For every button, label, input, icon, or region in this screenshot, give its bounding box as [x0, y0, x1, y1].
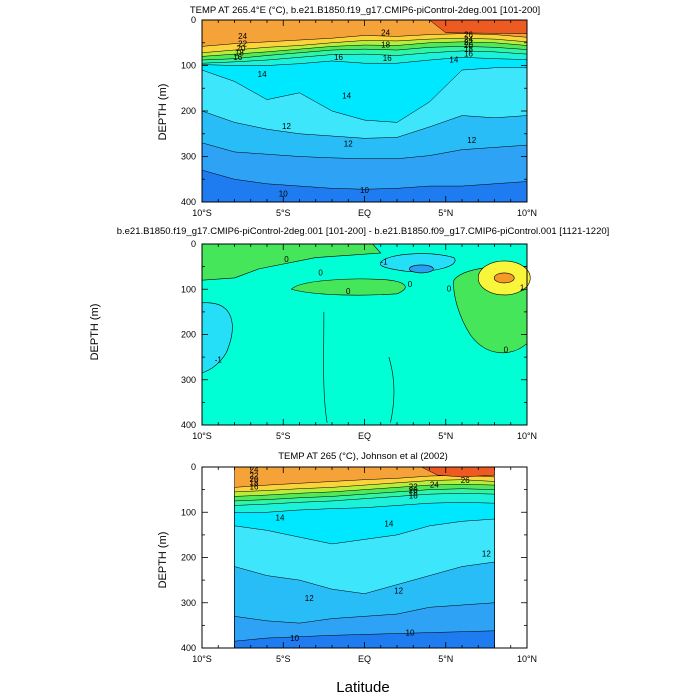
- contour-label: 20: [409, 486, 418, 495]
- contour-label: 20: [237, 44, 246, 53]
- panel2-plot: 0 0 0 0 0 0 -1 1 -1 10°S 5°S EQ 5°N 10°N 0 100 200 300 400: [181, 239, 537, 441]
- y-tick-label: 200: [181, 330, 196, 340]
- x-tick-label: EQ: [358, 431, 371, 441]
- x-tick-label: 10°S: [192, 208, 212, 218]
- contour-label: 16: [409, 492, 418, 501]
- x-tick-label: 10°N: [517, 208, 537, 218]
- contour-label: 14: [276, 513, 285, 522]
- contour-label: 10: [360, 186, 369, 195]
- x-tick-label: 5°S: [276, 431, 291, 441]
- contour-label: 16: [250, 483, 259, 492]
- contour-label: 14: [449, 55, 458, 64]
- contour-label: 18: [464, 45, 473, 54]
- x-tick-label: EQ: [358, 654, 371, 664]
- contour-label: 1: [520, 284, 525, 293]
- contour-label: 18: [381, 40, 390, 49]
- contour-label: 20: [250, 475, 259, 484]
- contour-label: 0: [346, 287, 351, 296]
- y-tick-label: 300: [181, 152, 196, 162]
- contour-label: -1: [215, 356, 223, 365]
- y-tick-label: 400: [181, 197, 196, 207]
- contour-label: 24: [238, 32, 247, 41]
- y-tick-label: 100: [181, 507, 196, 517]
- x-tick-label: 5°S: [276, 208, 291, 218]
- contour-label: 18: [250, 479, 259, 488]
- contour-label: 18: [409, 489, 418, 498]
- contour-label: 24: [464, 35, 473, 44]
- x-tick-label: EQ: [358, 208, 371, 218]
- contour-label: 12: [305, 594, 314, 603]
- contour-label: 10: [279, 190, 288, 199]
- y-tick-label: 400: [181, 643, 196, 653]
- x-tick-label: 10°S: [192, 431, 212, 441]
- panel2-title: b.e21.B1850.f19_g17.CMIP6-piControl-2deg…: [117, 226, 610, 237]
- contour-label: 16: [464, 49, 473, 58]
- contour-label: 10: [406, 628, 415, 637]
- panel1-ylabel: DEPTH (m): [157, 84, 169, 141]
- contour-label: -1: [380, 257, 388, 266]
- contour-label: 12: [394, 587, 403, 596]
- panel2-ylabel: DEPTH (m): [89, 304, 101, 361]
- panel1-title: TEMP AT 265.4°E (°C), b.e21.B1850.f19_g1…: [190, 5, 540, 16]
- contour-label: 14: [384, 520, 393, 529]
- y-tick-label: 300: [181, 375, 196, 385]
- contour-label: 22: [238, 39, 247, 48]
- y-tick-label: 200: [181, 106, 196, 116]
- contour-label: 26: [461, 476, 470, 485]
- contour-label: 18: [235, 48, 244, 57]
- y-tick-label: 0: [191, 15, 196, 25]
- contour-line: [323, 311, 395, 423]
- x-tick-label: 5°S: [276, 654, 291, 664]
- contour-label: 22: [464, 38, 473, 47]
- y-tick-label: 0: [191, 239, 196, 249]
- contour-label: 14: [258, 70, 267, 79]
- x-tick-label: 10°S: [192, 654, 212, 664]
- contour-label: 14: [342, 91, 351, 100]
- contour-label: 26: [464, 30, 473, 39]
- x-tick-label: 10°N: [517, 654, 537, 664]
- contour-label: 0: [504, 346, 509, 355]
- core-above2: [493, 272, 515, 284]
- x-tick-label: 5°N: [438, 208, 453, 218]
- y-tick-label: 200: [181, 553, 196, 563]
- negative-region-north: [379, 253, 456, 272]
- contour-label: 0: [408, 280, 413, 289]
- contour-label: 0: [447, 285, 452, 294]
- y-tick-label: 0: [191, 462, 196, 472]
- positive-region: [201, 243, 382, 281]
- panel3-ylabel: DEPTH (m): [157, 532, 169, 589]
- contour-label: 10: [290, 634, 299, 643]
- x-tick-label: 5°N: [438, 654, 453, 664]
- contour-label: 12: [282, 122, 291, 131]
- panel3-title: TEMP AT 265 (°C), Johnson et al (2002): [278, 451, 448, 462]
- contour-label: 16: [233, 53, 242, 62]
- x-tick-label: 5°N: [438, 431, 453, 441]
- negative-core: [409, 264, 434, 274]
- y-tick-label: 100: [181, 284, 196, 294]
- y-tick-label: 400: [181, 420, 196, 430]
- figure-xlabel: Latitude: [336, 679, 389, 696]
- contour-label: 0: [284, 255, 289, 264]
- y-tick-label: 300: [181, 598, 196, 608]
- contour-label: 12: [344, 139, 353, 148]
- contour-label: 0: [318, 269, 323, 278]
- contour-label: 20: [464, 41, 473, 50]
- contour-label: 22: [409, 483, 418, 492]
- contour-label: 16: [334, 53, 343, 62]
- contour-label: 24: [430, 480, 439, 489]
- panel3-plot: 24222018161414222018162426121212101010°S…: [181, 462, 537, 664]
- positive-blob: [290, 278, 406, 296]
- y-tick-label: 100: [181, 61, 196, 71]
- contour-label: 16: [383, 54, 392, 63]
- contour-label: 12: [467, 136, 476, 145]
- negative-region-west: [201, 302, 233, 374]
- contour-label: 24: [381, 28, 390, 37]
- contour-label: 22: [250, 471, 259, 480]
- contour-label: 24: [250, 465, 259, 474]
- contour-label: 12: [482, 550, 491, 559]
- x-tick-label: 10°N: [517, 431, 537, 441]
